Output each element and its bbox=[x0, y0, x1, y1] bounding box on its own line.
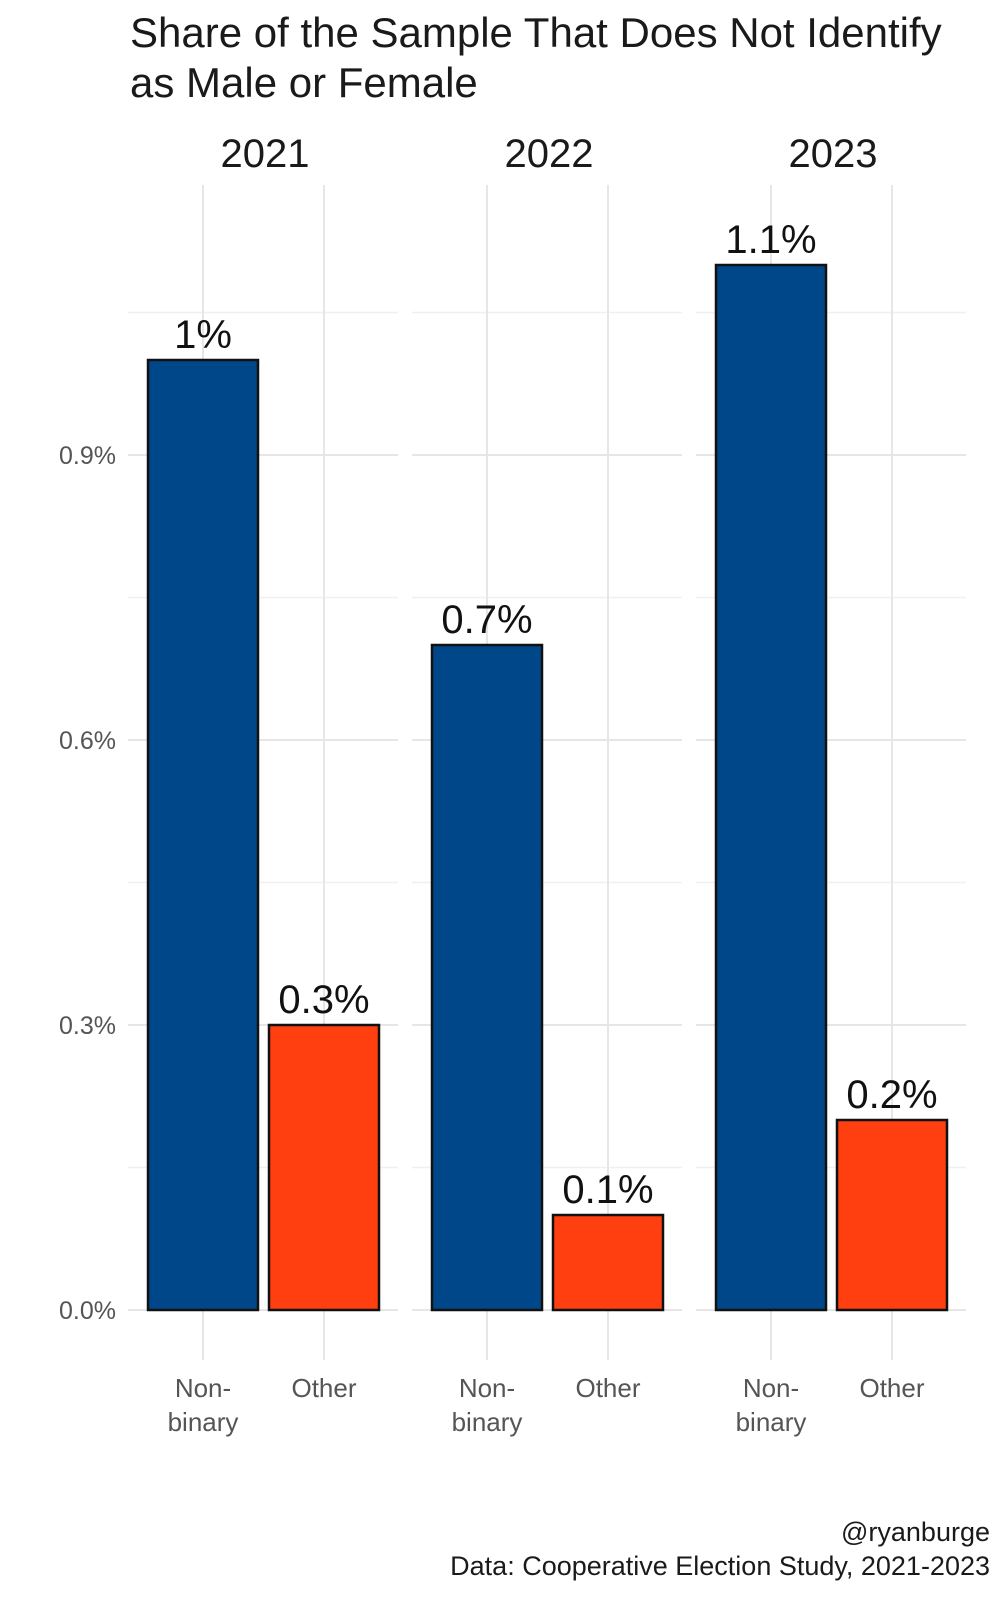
data-label: 0.7% bbox=[441, 598, 532, 642]
y-tick-label: 0.3% bbox=[59, 1012, 116, 1040]
x-tick-label: binary bbox=[452, 1407, 523, 1437]
bar-2022-nonbinary bbox=[430, 643, 544, 1312]
data-label: 1% bbox=[174, 313, 232, 357]
caption-handle: @ryanburge bbox=[841, 1517, 990, 1547]
x-tick-label: Other bbox=[575, 1373, 640, 1403]
chart-title-line-1: Share of the Sample That Does Not Identi… bbox=[130, 9, 942, 56]
x-tick-label: Other bbox=[291, 1373, 356, 1403]
bar-2022-other bbox=[551, 1213, 665, 1312]
bar-2021-nonbinary bbox=[146, 358, 260, 1312]
facet-label-2022: 2022 bbox=[505, 132, 594, 176]
y-tick-label: 0.6% bbox=[59, 727, 116, 755]
x-tick-label: binary bbox=[736, 1407, 807, 1437]
data-label: 0.2% bbox=[846, 1073, 937, 1117]
chart-title-line-2: as Male or Female bbox=[130, 59, 478, 106]
x-tick-label: Non- bbox=[175, 1373, 231, 1403]
bar-2021-other bbox=[267, 1023, 381, 1312]
facet-label-2023: 2023 bbox=[789, 132, 878, 176]
data-label: 1.1% bbox=[725, 218, 816, 262]
y-tick-label: 0.9% bbox=[59, 442, 116, 470]
caption-source: Data: Cooperative Election Study, 2021-2… bbox=[450, 1551, 990, 1581]
x-tick-label: Other bbox=[859, 1373, 924, 1403]
facet-label-2021: 2021 bbox=[221, 132, 310, 176]
data-label: 0.1% bbox=[562, 1168, 653, 1212]
chart-title: Share of the Sample That Does Not Identi… bbox=[130, 8, 970, 108]
x-tick-label: Non- bbox=[743, 1373, 799, 1403]
y-tick-label: 0.0% bbox=[59, 1297, 116, 1325]
bar-2023-other bbox=[835, 1118, 949, 1312]
bar-2023-nonbinary bbox=[714, 263, 828, 1312]
x-tick-label: Non- bbox=[459, 1373, 515, 1403]
x-tick-label: binary bbox=[168, 1407, 239, 1437]
data-label: 0.3% bbox=[278, 978, 369, 1022]
